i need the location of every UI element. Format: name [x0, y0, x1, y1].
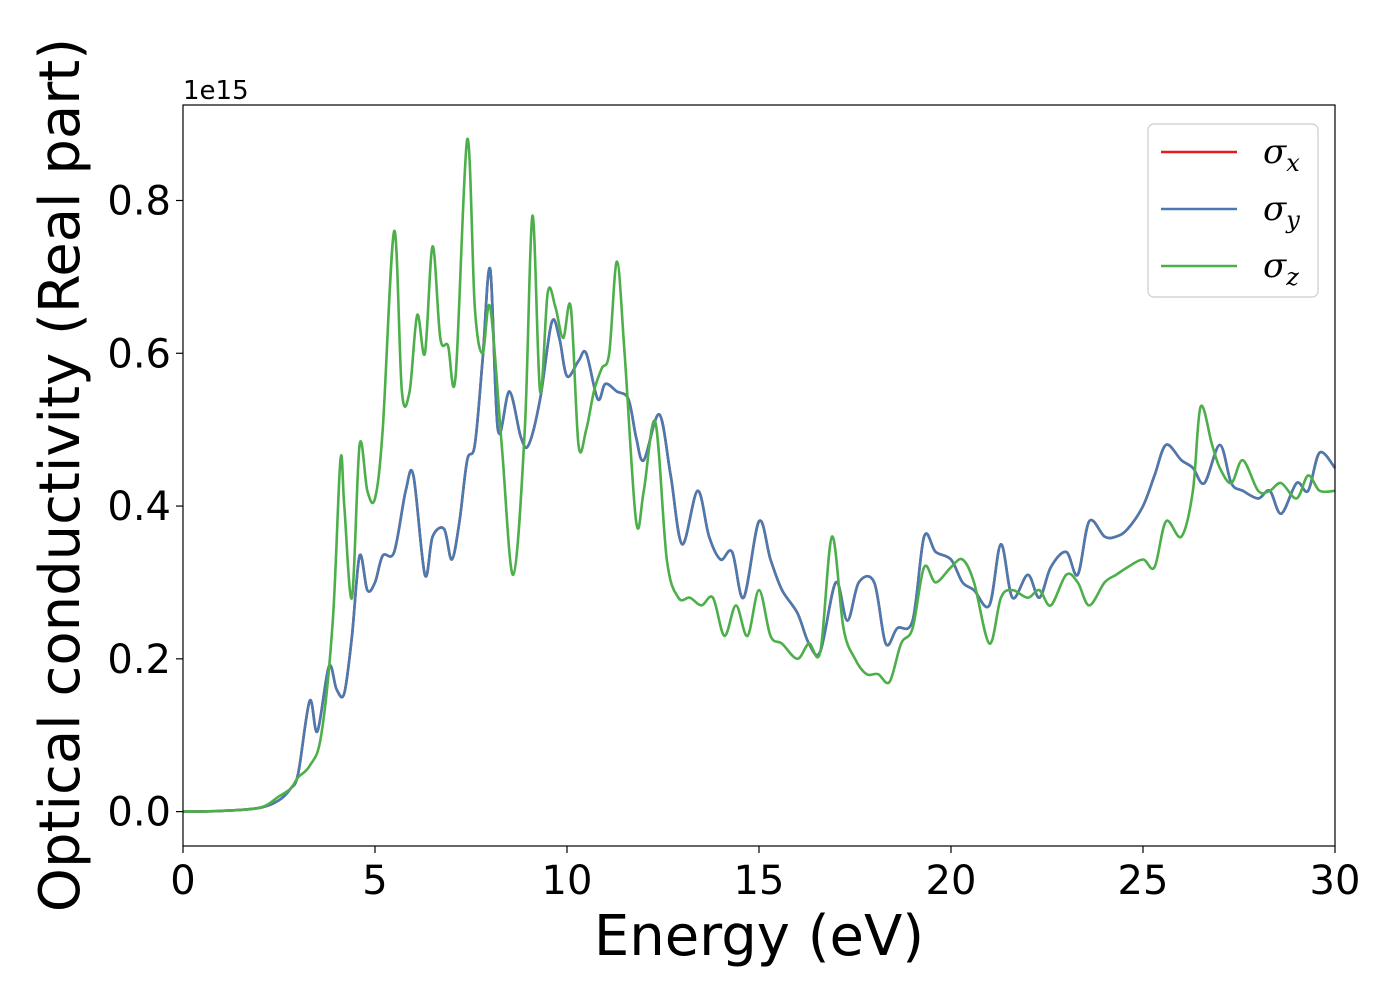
legend-label-x: σx: [1263, 132, 1300, 177]
x-axis: 0 5 10 15 20 25 30: [170, 846, 1360, 904]
legend-box: [1147, 123, 1319, 298]
x-tick-label: 30: [1310, 858, 1361, 904]
x-tick-label: 25: [1118, 858, 1169, 904]
y-tick-label: 0.8: [107, 178, 171, 224]
x-tick-label: 10: [542, 858, 593, 904]
legend-label-y: σy: [1263, 189, 1300, 234]
y-tick-label: 0.0: [107, 790, 171, 836]
x-axis-label: Energy (eV): [594, 904, 924, 969]
y-axis: 0.0 0.2 0.4 0.6 0.8: [107, 178, 183, 836]
x-tick-label: 15: [734, 858, 785, 904]
y-tick-label: 0.2: [107, 637, 171, 683]
y-tick-label: 0.6: [107, 331, 171, 377]
x-tick-label: 20: [926, 858, 977, 904]
y-offset-label: 1e15: [183, 76, 249, 106]
legend: σx σy σz: [1147, 123, 1319, 298]
y-axis-label: Optical conductivity (Real part): [28, 38, 93, 912]
y-tick-label: 0.4: [107, 484, 171, 530]
x-tick-label: 0: [170, 858, 195, 904]
plot-lines: [182, 137, 1337, 813]
x-tick-label: 5: [362, 858, 387, 904]
series-line-y: [182, 266, 1337, 813]
legend-label-z: σz: [1263, 246, 1299, 291]
series-line-z: [182, 137, 1336, 813]
